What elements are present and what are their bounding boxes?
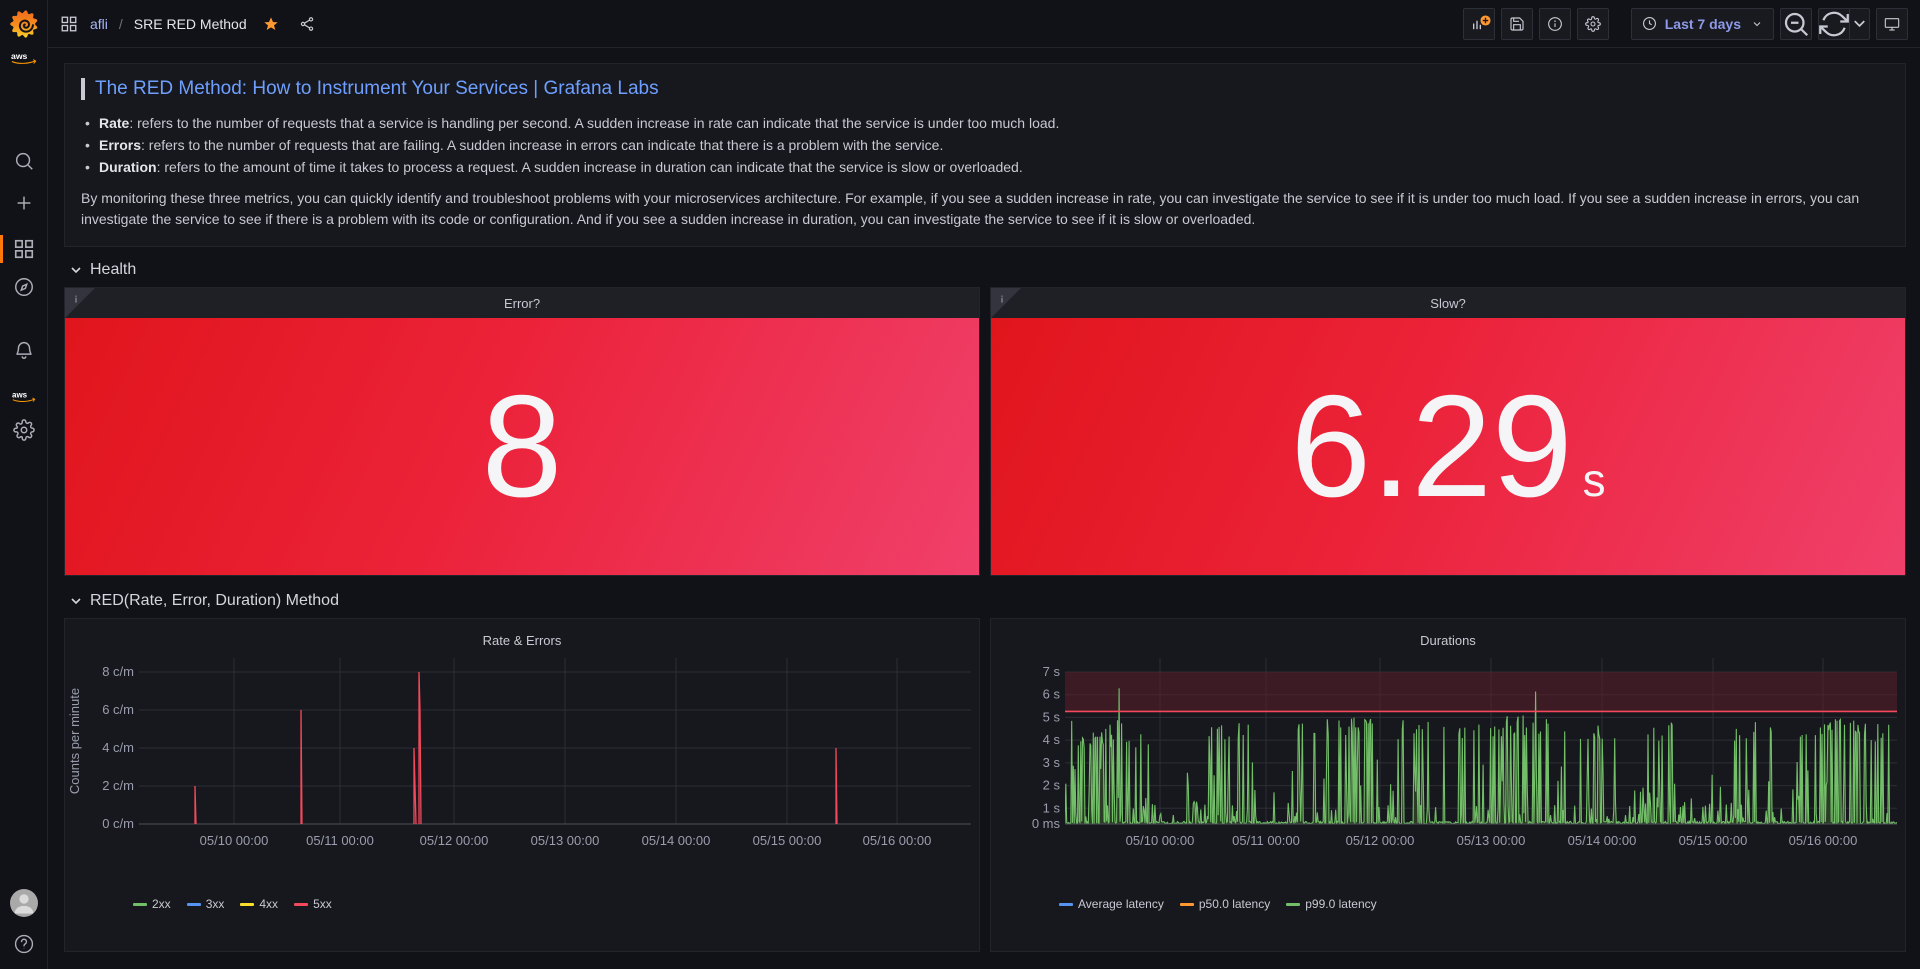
svg-text:1 s: 1 s [1043,800,1061,815]
svg-text:05/14 00:00: 05/14 00:00 [1568,833,1637,848]
svg-text:05/13 00:00: 05/13 00:00 [1457,833,1526,848]
svg-text:6 s: 6 s [1043,687,1061,702]
svg-text:aws: aws [11,51,28,61]
svg-text:6 c/m: 6 c/m [102,702,134,717]
svg-text:05/10 00:00: 05/10 00:00 [1126,833,1195,848]
svg-text:0 c/m: 0 c/m [102,816,134,831]
svg-text:05/15 00:00: 05/15 00:00 [1679,833,1748,848]
svg-text:05/14 00:00: 05/14 00:00 [642,833,711,848]
svg-text:2 c/m: 2 c/m [102,778,134,793]
svg-text:7 s: 7 s [1043,664,1061,679]
svg-text:4 c/m: 4 c/m [102,740,134,755]
svg-text:05/12 00:00: 05/12 00:00 [420,833,489,848]
svg-text:05/11 00:00: 05/11 00:00 [306,833,374,848]
svg-text:4 s: 4 s [1043,732,1061,747]
svg-text:5 s: 5 s [1043,709,1061,724]
svg-text:05/16 00:00: 05/16 00:00 [863,833,932,848]
svg-text:Counts per minute: Counts per minute [67,688,82,794]
svg-text:8 c/m: 8 c/m [102,664,134,679]
svg-text:3 s: 3 s [1043,755,1061,770]
svg-text:aws: aws [12,390,28,399]
svg-text:0 ms: 0 ms [1032,816,1061,831]
svg-text:05/11 00:00: 05/11 00:00 [1232,833,1300,848]
svg-text:05/16 00:00: 05/16 00:00 [1789,833,1858,848]
svg-text:05/12 00:00: 05/12 00:00 [1346,833,1415,848]
svg-text:05/10 00:00: 05/10 00:00 [200,833,269,848]
svg-text:05/13 00:00: 05/13 00:00 [531,833,600,848]
svg-text:2 s: 2 s [1043,778,1061,793]
svg-text:05/15 00:00: 05/15 00:00 [753,833,822,848]
